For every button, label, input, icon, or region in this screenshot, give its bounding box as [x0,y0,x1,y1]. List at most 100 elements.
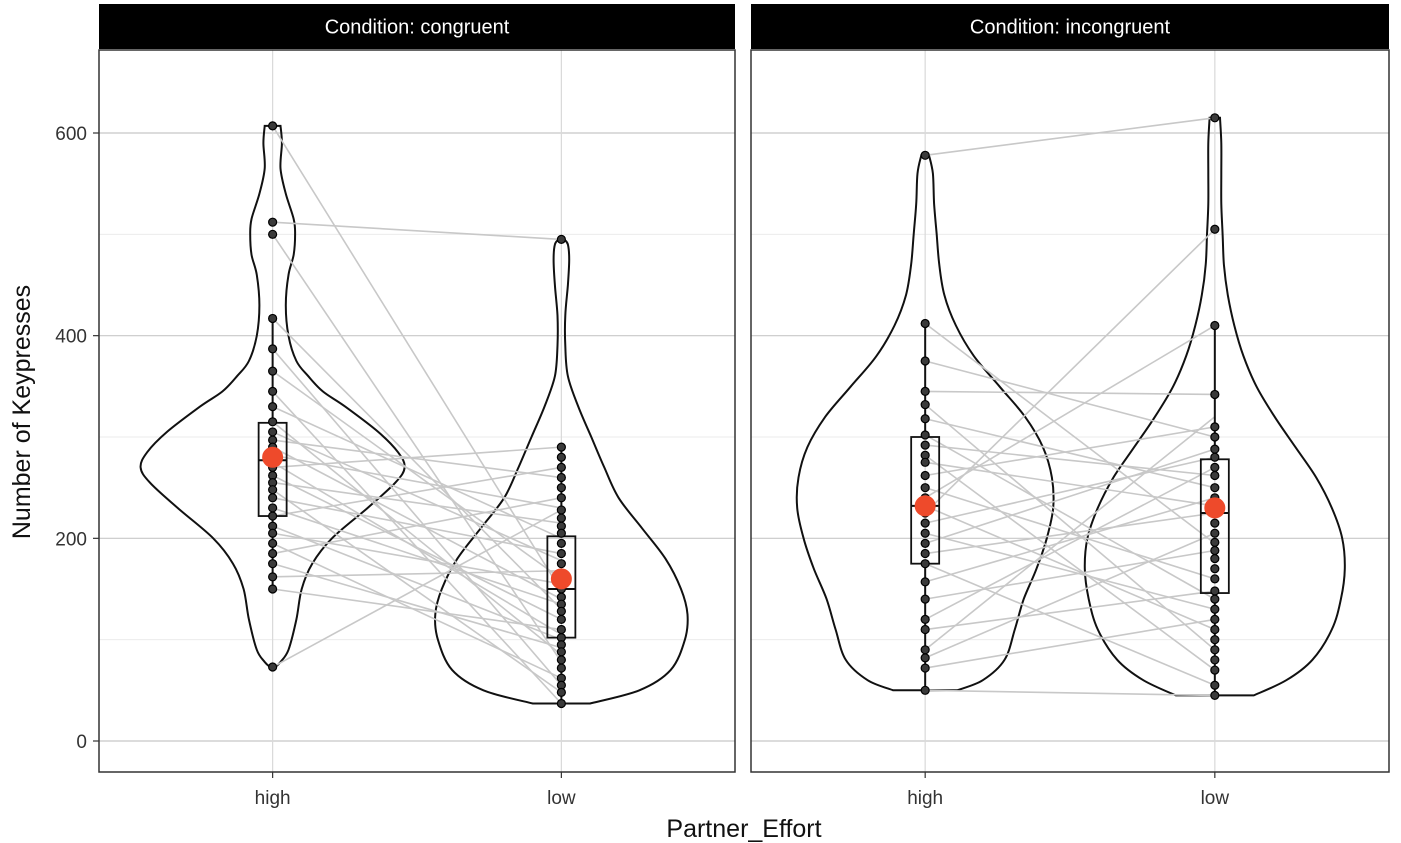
paired-line [924,416,1216,651]
data-point [1210,604,1220,614]
mean-point [262,446,284,468]
paired-line [272,461,562,636]
paired-line [924,456,1216,524]
paired-line [924,532,1216,611]
paired-line [272,466,562,517]
data-point [556,548,566,559]
data-point [920,386,930,396]
data-point [268,503,278,513]
paired-line [272,562,562,649]
paired-line [924,505,1216,631]
data-point [268,572,278,582]
paired-line [272,588,562,631]
data-point [1210,224,1220,234]
facet-strip [99,4,735,49]
paired-line [925,618,1215,669]
data-point [268,584,278,594]
data-point [268,538,278,549]
data-point [268,559,278,569]
paired-line [925,444,1215,477]
facet-panel-2: Condition: incongruent high low [750,4,1390,809]
data-point [1210,665,1220,675]
data-point [556,614,566,625]
data-point [1210,528,1220,538]
data-point [1210,586,1220,596]
data-point [556,528,566,538]
data-point [1210,574,1220,584]
data-point [1210,690,1220,701]
paired-line [924,417,1216,489]
paired-line [924,434,1216,600]
data-point [268,528,278,538]
paired-line [925,117,1215,157]
data-point [920,548,930,559]
paired-line [272,497,562,555]
paired-line [272,481,562,524]
paired-line [924,322,1216,545]
data-point [1210,320,1220,331]
mean-point [550,568,572,590]
data-point [920,470,930,481]
data-point [556,505,566,515]
data-point [920,528,930,538]
data-point [1210,483,1220,493]
paired-line [272,525,562,641]
paired-line [924,324,1216,499]
data-point [556,538,566,549]
data-point [1210,444,1220,454]
data-point [920,518,930,528]
data-point [1210,432,1220,442]
paired-line [924,532,1216,659]
data-point [1210,564,1220,574]
data-point [556,462,566,472]
data-point [920,614,930,625]
data-point [920,399,930,410]
data-point [556,442,566,452]
data-point [556,655,566,665]
data-point [1210,462,1220,472]
data-point [556,493,566,503]
data-point [920,577,930,587]
data-point [1210,645,1220,655]
data-point [1210,389,1220,400]
mean-point [1204,497,1226,519]
paired-line [925,426,1215,477]
data-point [920,430,930,440]
data-point [268,511,278,521]
paired-line [272,421,562,656]
data-point [920,645,930,655]
paired-line [271,233,563,663]
paired-line [924,228,1216,514]
facet-strip-label: Condition: incongruent [970,17,1171,39]
data-point [1210,614,1220,625]
data-point [1210,422,1220,432]
data-point [1210,518,1220,528]
paired-line [924,562,1216,687]
paired-line [925,390,1215,396]
paired-line [925,549,1215,600]
data-point [268,662,278,672]
paired-line [272,542,562,679]
data-point [268,427,278,437]
x-tick-label: high [255,788,291,809]
data-point [920,414,930,424]
paired-line [272,317,562,610]
data-point [920,150,930,160]
data-point [556,559,566,569]
paired-line [924,448,1216,545]
y-tick-label: 200 [55,529,87,550]
data-point [1210,113,1220,123]
paired-line [272,221,562,241]
data-point [556,624,566,635]
x-tick-label: low [1201,788,1230,809]
paired-line [924,454,1216,671]
data-point [268,366,278,376]
y-tick-label: 0 [76,732,87,753]
data-point [1210,624,1220,635]
paired-line [272,431,562,562]
data-point [556,663,566,673]
data-point [268,313,278,324]
violin-high [139,124,406,668]
data-point [1210,537,1220,547]
